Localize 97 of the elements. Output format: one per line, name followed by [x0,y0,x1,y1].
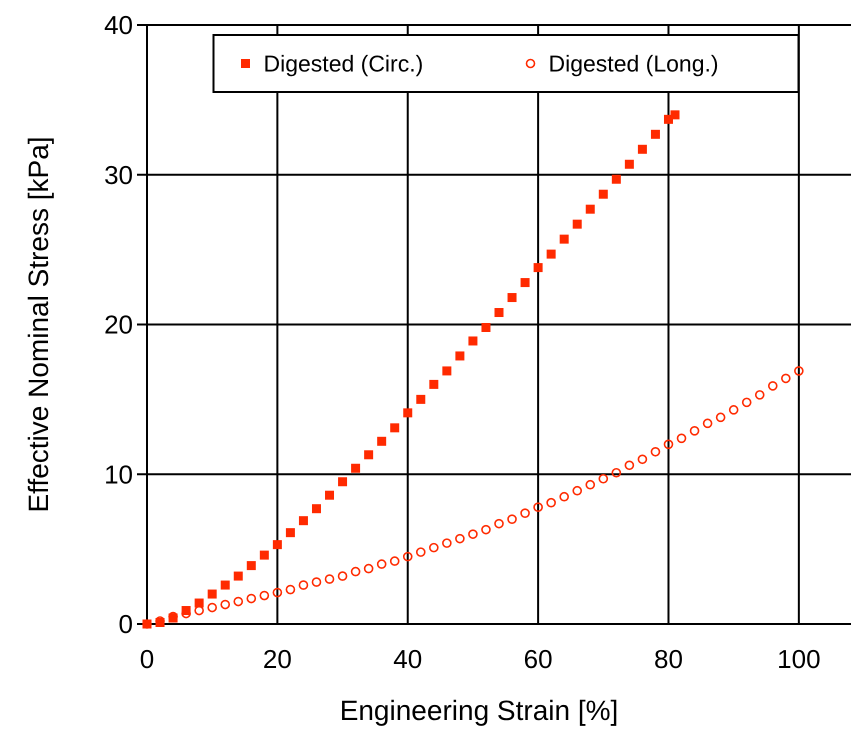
point [638,144,647,154]
point [559,492,569,502]
x-tick-label: 20 [262,644,292,674]
point [742,398,752,408]
point [768,381,778,391]
point [390,423,400,432]
point [481,524,491,534]
legend-label: Digested (Long.) [548,50,719,77]
x-axis-title: Engineering Strain [%] [340,695,618,726]
point [312,504,321,514]
point [324,574,334,584]
point [377,436,386,446]
point [624,160,634,169]
point [650,130,660,139]
point [442,366,452,376]
point [716,412,726,422]
point [246,561,256,570]
point [298,516,308,526]
point [507,514,517,524]
point [546,498,556,508]
point [586,204,595,214]
point [670,110,680,120]
point [598,190,608,199]
point [468,336,478,346]
point [376,559,386,569]
point [612,468,622,478]
x-tick-label: 80 [654,644,683,674]
point [233,596,244,606]
x-tick-label: 60 [524,644,553,674]
point [208,590,217,599]
point [702,418,712,428]
point [794,366,804,376]
point [234,572,243,581]
point [781,374,791,384]
point [207,602,217,612]
point [312,577,322,587]
point [364,564,374,574]
y-tick-label: 40 [104,10,133,40]
point [676,434,686,444]
point [260,550,269,560]
point [272,540,282,550]
point [220,580,230,590]
point [508,293,517,302]
point [298,580,308,590]
point [572,486,582,496]
point [560,234,569,244]
point [246,594,256,604]
point [664,440,674,450]
x-tick-label: 40 [393,644,422,674]
x-tick-label: 0 [140,644,154,674]
point [546,250,556,259]
point [624,460,634,470]
point [338,477,348,486]
point [481,322,490,332]
point [286,528,295,538]
point [520,508,530,518]
x-tick-label: 100 [777,644,821,674]
point [533,502,543,512]
point [494,518,504,528]
point [260,590,270,600]
point [612,174,621,184]
point [416,547,426,557]
legend-label: Digested (Circ.) [264,50,424,77]
point [325,490,334,500]
y-axis-title: Effective Nominal Stress [kPa] [23,136,54,513]
y-tick-label: 20 [104,310,133,340]
point [442,538,452,548]
point [728,405,738,415]
y-tick-label: 0 [118,609,133,640]
point [468,529,478,539]
point [338,571,348,581]
point [598,474,608,484]
point [364,450,374,460]
point [585,480,596,490]
point [455,534,465,544]
y-tick-label: 10 [104,459,133,490]
point [638,454,648,464]
point [351,464,360,473]
point [286,584,296,594]
point [690,426,700,436]
point [272,588,282,598]
point [402,552,413,562]
point [390,556,400,566]
point [220,600,230,610]
point [429,380,438,389]
point [520,278,530,288]
point [534,263,543,272]
y-tick-label: 30 [104,160,133,190]
point [403,408,412,418]
point [754,390,765,400]
point [455,351,464,360]
point [650,446,660,457]
point [350,566,360,576]
point [416,394,426,404]
point [494,308,504,318]
point [429,542,439,552]
point [572,220,582,229]
